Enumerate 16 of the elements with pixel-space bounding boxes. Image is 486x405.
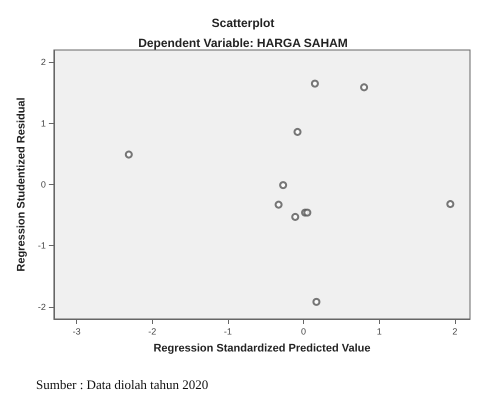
chart-title: Scatterplot bbox=[212, 16, 274, 30]
x-tick-label: -2 bbox=[148, 326, 156, 336]
y-axis-title: Regression Studentized Residual bbox=[16, 97, 28, 272]
x-tick-label: 2 bbox=[452, 326, 458, 336]
text: Sumber : Data diolah tahun 2020 bbox=[36, 377, 208, 392]
y-tick-label: -1 bbox=[38, 240, 46, 251]
x-tick-label: 1 bbox=[376, 326, 382, 336]
y-tick-label: 0 bbox=[40, 180, 46, 190]
y-tick-label: 2 bbox=[40, 57, 46, 68]
x-tick-label: 0 bbox=[301, 326, 306, 336]
y-tick-label: -2 bbox=[38, 302, 46, 312]
x-axis-title: Regression Standardized Predicted Value bbox=[153, 342, 370, 354]
x-tick-label: -3 bbox=[72, 326, 81, 336]
x-tick-label: -1 bbox=[224, 326, 232, 336]
chart-subtitle: Dependent Variable: HARGA SAHAM bbox=[138, 36, 348, 50]
y-tick-label: 1 bbox=[40, 118, 46, 128]
